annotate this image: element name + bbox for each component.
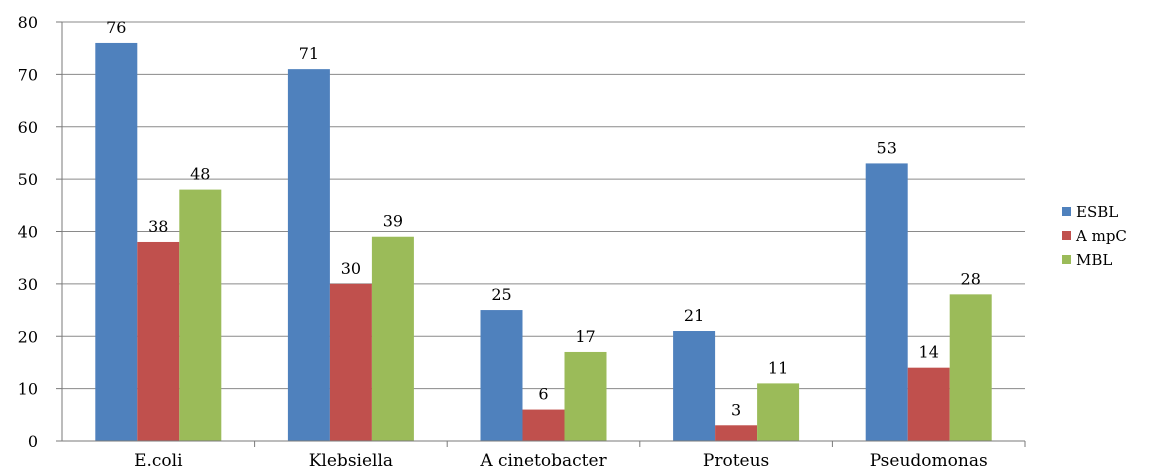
legend: ESBL A mpC MBL xyxy=(1062,203,1127,269)
data-label-ampc: 14 xyxy=(919,343,939,362)
y-tick-label: 30 xyxy=(18,275,38,294)
bar-mbl xyxy=(564,351,607,441)
y-tick-label: 80 xyxy=(18,13,38,32)
bar-mbl xyxy=(371,236,414,441)
y-axis-ticks: 0 10 20 30 40 50 60 70 80 xyxy=(18,13,62,451)
y-tick-label: 20 xyxy=(18,327,38,346)
y-tick-label: 60 xyxy=(18,118,38,137)
legend-label-esbl: ESBL xyxy=(1076,203,1118,221)
x-category-label: E.coli xyxy=(134,451,183,471)
data-label-esbl: 21 xyxy=(684,306,704,325)
data-label-mbl: 28 xyxy=(961,269,981,288)
data-label-mbl: 39 xyxy=(383,212,403,231)
legend-swatch-mbl xyxy=(1062,255,1071,264)
data-label-ampc: 38 xyxy=(148,217,168,236)
bar-mbl xyxy=(949,294,992,441)
bar-mbl xyxy=(179,189,222,441)
bar-esbl xyxy=(95,42,138,441)
x-category-label: Proteus xyxy=(703,451,769,471)
axes xyxy=(61,22,1026,447)
legend-label-mbl: MBL xyxy=(1076,251,1112,269)
y-tick-label: 40 xyxy=(18,223,38,242)
data-label-esbl: 53 xyxy=(877,138,897,157)
bar-esbl xyxy=(287,69,330,441)
y-tick-label: 0 xyxy=(28,432,38,451)
data-label-ampc: 6 xyxy=(538,385,548,404)
legend-label-ampc: A mpC xyxy=(1075,227,1127,245)
bar-ampc xyxy=(329,283,372,441)
y-tick-label: 70 xyxy=(18,65,38,84)
legend-swatch-esbl xyxy=(1062,207,1071,216)
data-labels: 76 38 48 71 30 39 25 6 17 21 3 11 53 14 28 xyxy=(106,18,981,419)
bar-ampc xyxy=(137,241,180,441)
data-label-mbl: 17 xyxy=(575,327,595,346)
bar-ampc xyxy=(715,425,758,441)
x-axis-categories: E.coli Klebsiella A cinetobacter Proteus Pse… xyxy=(134,451,988,471)
x-category-label: A cinetobacter xyxy=(479,451,607,471)
bar-mbl xyxy=(757,383,800,441)
x-category-label: Pseudomonas xyxy=(870,451,988,471)
bars xyxy=(95,42,992,441)
data-label-mbl: 48 xyxy=(190,165,210,184)
data-label-esbl: 71 xyxy=(299,44,319,63)
legend-swatch-ampc xyxy=(1062,231,1071,240)
data-label-ampc: 30 xyxy=(341,259,361,278)
bar-ampc xyxy=(907,367,950,441)
data-label-mbl: 11 xyxy=(768,358,788,377)
bar-esbl xyxy=(480,310,523,441)
bar-ampc xyxy=(522,409,565,441)
x-category-label: Klebsiella xyxy=(309,451,393,471)
data-label-esbl: 25 xyxy=(491,285,511,304)
data-label-esbl: 76 xyxy=(106,18,126,37)
gridlines xyxy=(62,21,1025,390)
y-tick-label: 10 xyxy=(18,380,38,399)
bar-esbl xyxy=(673,331,716,441)
bar-esbl xyxy=(865,163,908,441)
y-tick-label: 50 xyxy=(18,170,38,189)
data-label-ampc: 3 xyxy=(731,400,741,419)
